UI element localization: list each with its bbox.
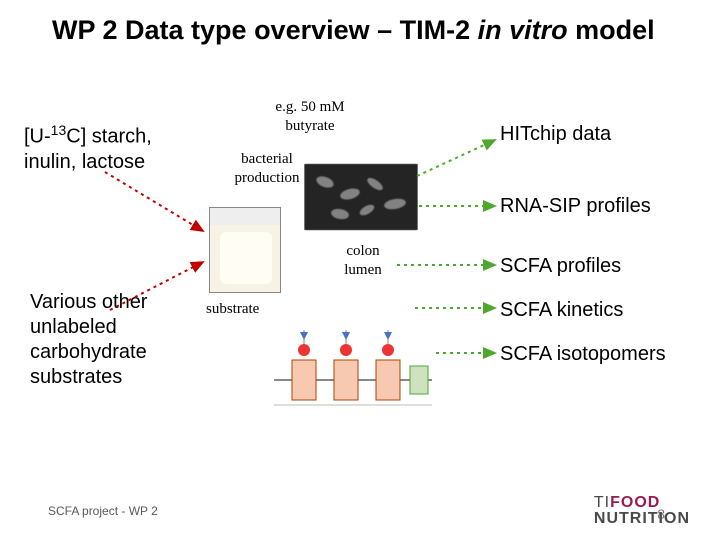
image-sem-micrograph — [304, 164, 418, 230]
title-prefix: WP 2 Data type overview – TIM-2 — [52, 15, 478, 45]
label-eg: e.g. 50 mM butyrate — [250, 98, 370, 136]
output-scfa-profiles: SCFA profiles — [500, 254, 621, 279]
footer-project: SCFA project - WP 2 — [48, 504, 158, 518]
page-title: WP 2 Data type overview – TIM-2 in vitro… — [52, 14, 672, 46]
sub-sup: 13 — [51, 122, 67, 138]
output-hitchip: HITchip data — [500, 122, 611, 147]
labeled-substrates: [U-13C] starch, inulin, lactose — [24, 122, 194, 175]
diagram-svg — [264, 310, 442, 428]
title-suffix: model — [568, 15, 655, 45]
logo-food: FOOD — [610, 494, 660, 511]
output-scfa-kinetics: SCFA kinetics — [500, 298, 623, 323]
footer-logo: TIFOOD NUTRITION — [594, 494, 690, 526]
title-italic: in vitro — [478, 15, 568, 45]
sub-pre: [U- — [24, 126, 51, 148]
label-colon: colon lumen — [328, 242, 398, 280]
logo-ti: TI — [594, 494, 610, 511]
slide: { "title_prefix": "WP 2 Data type overvi… — [0, 0, 720, 540]
output-rna-sip: RNA-SIP profiles — [500, 194, 651, 219]
logo-nutrition: NUTRITION — [594, 512, 690, 526]
output-scfa-isotopomers: SCFA isotopomers — [500, 342, 666, 367]
unlabeled-substrates: Various other unlabeled carbohydrate sub… — [30, 290, 200, 390]
image-substrate-pouch — [209, 207, 281, 293]
sem-texture — [305, 164, 417, 230]
image-tim2-diagram — [264, 310, 442, 428]
